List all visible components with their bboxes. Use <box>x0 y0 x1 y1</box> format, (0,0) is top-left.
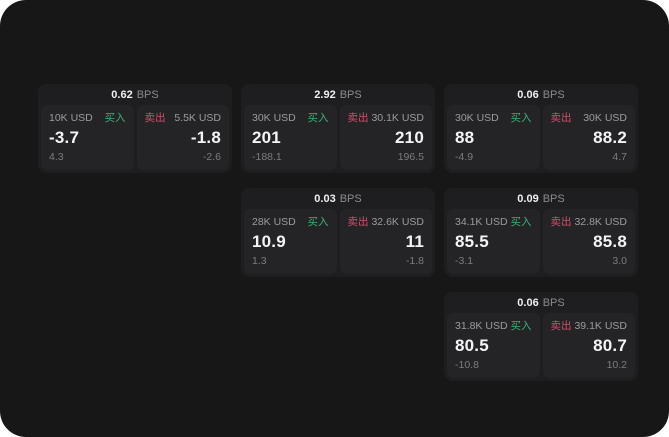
quote-card-6: 0.06 BPS 31.8K USD 买入 80.5 -10.8 卖出 39.1… <box>444 292 638 381</box>
buy-panel[interactable]: 31.8K USD 买入 80.5 -10.8 <box>447 313 540 378</box>
buy-delta: -188.1 <box>252 151 282 163</box>
sell-delta: 196.5 <box>397 151 424 163</box>
sell-delta: -2.6 <box>202 151 221 163</box>
bps-value: 0.09 <box>517 192 539 205</box>
sell-price: 88.2 <box>593 128 627 147</box>
sell-delta: 4.7 <box>612 151 627 163</box>
buy-delta: -10.8 <box>455 359 479 371</box>
buy-price: 201 <box>252 128 281 147</box>
panels: 30K USD 买入 88 -4.9 卖出 30K USD 88.2 4.7 <box>447 105 635 170</box>
sell-panel[interactable]: 卖出 30.1K USD 210 196.5 <box>339 105 432 170</box>
sell-amount: 30.1K USD <box>371 112 424 124</box>
buy-panel[interactable]: 10K USD 买入 -3.7 4.3 <box>41 105 134 170</box>
card-header: 0.62 BPS <box>41 84 229 105</box>
sell-price: 11 <box>405 232 424 251</box>
buy-panel[interactable]: 30K USD 买入 201 -188.1 <box>244 105 337 170</box>
buy-amount: 30K USD <box>455 112 499 124</box>
sell-amount: 5.5K USD <box>174 112 221 124</box>
buy-delta: -4.9 <box>455 151 474 163</box>
sell-price: -1.8 <box>190 128 221 147</box>
sell-side-label: 卖出 <box>347 112 369 124</box>
sell-delta: 3.0 <box>612 255 627 267</box>
bps-suffix-label: BPS <box>542 296 565 309</box>
buy-amount: 28K USD <box>252 216 296 228</box>
buy-delta: 1.3 <box>252 255 267 267</box>
sell-price: 210 <box>395 128 424 147</box>
buy-side-label: 买入 <box>510 112 532 124</box>
sell-delta: -1.8 <box>405 255 424 267</box>
quote-card-grid: 0.62 BPS 10K USD 买入 -3.7 4.3 卖出 5.5K USD <box>38 84 638 381</box>
buy-price: 10.9 <box>252 232 286 251</box>
sell-side-label: 卖出 <box>144 112 166 124</box>
sell-amount: 32.6K USD <box>371 216 424 228</box>
panels: 28K USD 买入 10.9 1.3 卖出 32.6K USD 11 -1.8 <box>244 209 432 274</box>
buy-side-label: 买入 <box>510 320 532 332</box>
buy-price: -3.7 <box>49 128 80 147</box>
bps-value: 2.92 <box>314 88 336 101</box>
quote-card-5: 0.09 BPS 34.1K USD 买入 85.5 -3.1 卖出 32.8K… <box>444 188 638 277</box>
sell-amount: 30K USD <box>583 112 627 124</box>
buy-side-label: 买入 <box>510 216 532 228</box>
quote-card-3: 0.06 BPS 30K USD 买入 88 -4.9 卖出 30K USD <box>444 84 638 173</box>
sell-panel[interactable]: 卖出 32.6K USD 11 -1.8 <box>339 209 432 274</box>
buy-price: 88 <box>455 128 475 147</box>
bps-value: 0.62 <box>111 88 133 101</box>
sell-panel[interactable]: 卖出 5.5K USD -1.8 -2.6 <box>136 105 229 170</box>
buy-side-label: 买入 <box>307 216 329 228</box>
card-header: 0.06 BPS <box>447 292 635 313</box>
bps-suffix-label: BPS <box>136 88 159 101</box>
bps-value: 0.03 <box>314 192 336 205</box>
buy-price: 80.5 <box>455 336 489 355</box>
quote-card-4: 0.03 BPS 28K USD 买入 10.9 1.3 卖出 32.6K US… <box>241 188 435 277</box>
sell-panel[interactable]: 卖出 30K USD 88.2 4.7 <box>542 105 635 170</box>
buy-side-label: 买入 <box>104 112 126 124</box>
buy-delta: 4.3 <box>49 151 64 163</box>
sell-side-label: 卖出 <box>550 320 572 332</box>
bps-suffix-label: BPS <box>339 192 362 205</box>
bps-suffix-label: BPS <box>542 192 565 205</box>
card-header: 0.09 BPS <box>447 188 635 209</box>
buy-panel[interactable]: 30K USD 买入 88 -4.9 <box>447 105 540 170</box>
sell-side-label: 卖出 <box>550 112 572 124</box>
sell-amount: 39.1K USD <box>574 320 627 332</box>
sell-panel[interactable]: 卖出 39.1K USD 80.7 10.2 <box>542 313 635 378</box>
panels: 34.1K USD 买入 85.5 -3.1 卖出 32.8K USD 85.8… <box>447 209 635 274</box>
quote-card-1: 0.62 BPS 10K USD 买入 -3.7 4.3 卖出 5.5K USD <box>38 84 232 173</box>
card-header: 2.92 BPS <box>244 84 432 105</box>
buy-amount: 30K USD <box>252 112 296 124</box>
bps-value: 0.06 <box>517 296 539 309</box>
card-header: 0.06 BPS <box>447 84 635 105</box>
buy-delta: -3.1 <box>455 255 474 267</box>
bps-suffix-label: BPS <box>339 88 362 101</box>
buy-amount: 10K USD <box>49 112 93 124</box>
bps-value: 0.06 <box>517 88 539 101</box>
quote-card-2: 2.92 BPS 30K USD 买入 201 -188.1 卖出 30.1K … <box>241 84 435 173</box>
buy-amount: 31.8K USD <box>455 320 508 332</box>
buy-amount: 34.1K USD <box>455 216 508 228</box>
sell-price: 80.7 <box>593 336 627 355</box>
card-header: 0.03 BPS <box>244 188 432 209</box>
sell-panel[interactable]: 卖出 32.8K USD 85.8 3.0 <box>542 209 635 274</box>
sell-delta: 10.2 <box>606 359 627 371</box>
sell-side-label: 卖出 <box>347 216 369 228</box>
sell-amount: 32.8K USD <box>574 216 627 228</box>
sell-side-label: 卖出 <box>550 216 572 228</box>
panels: 10K USD 买入 -3.7 4.3 卖出 5.5K USD -1.8 -2.… <box>41 105 229 170</box>
sell-price: 85.8 <box>593 232 627 251</box>
buy-panel[interactable]: 34.1K USD 买入 85.5 -3.1 <box>447 209 540 274</box>
panels: 31.8K USD 买入 80.5 -10.8 卖出 39.1K USD 80.… <box>447 313 635 378</box>
buy-price: 85.5 <box>455 232 489 251</box>
buy-panel[interactable]: 28K USD 买入 10.9 1.3 <box>244 209 337 274</box>
buy-side-label: 买入 <box>307 112 329 124</box>
panels: 30K USD 买入 201 -188.1 卖出 30.1K USD 210 1… <box>244 105 432 170</box>
bps-suffix-label: BPS <box>542 88 565 101</box>
